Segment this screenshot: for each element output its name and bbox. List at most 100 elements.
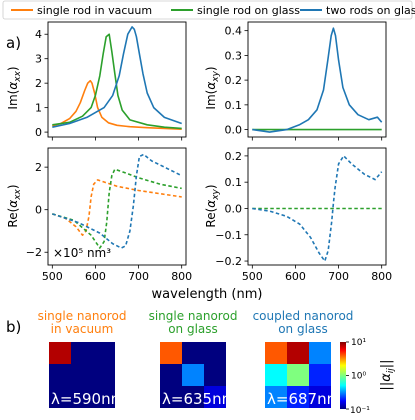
y-tick-label: 1 <box>35 102 42 115</box>
heatmap-title: in vacuum <box>51 322 114 336</box>
y-tick-label: 0.0 <box>225 124 243 137</box>
heatmap-cell <box>265 342 287 364</box>
heatmap-cell <box>309 386 331 408</box>
heatmap-cell <box>309 342 331 364</box>
heatmap-cell <box>204 342 226 364</box>
plot-re-axy: Re(αxy) 500 600 700 800 −0.2 −0.1 0.0 0.1 0.2 <box>204 147 392 283</box>
heatmap-cell <box>204 364 226 386</box>
units-annotation: ×10⁵ nm³ <box>53 246 111 260</box>
heatmap-cell <box>204 386 226 408</box>
heatmap-cell <box>93 364 115 386</box>
ylabel-re-axy: Re(αxy) <box>204 184 221 227</box>
heatmap-cell <box>93 386 115 408</box>
y-tick-label: 0 <box>35 126 42 139</box>
colorbar: 10¹ 10⁰ 10⁻¹ ||αij|| <box>340 338 396 416</box>
heatmap-cell <box>287 342 309 364</box>
heatmap-cell <box>182 342 204 364</box>
y-tick-label: 2 <box>35 161 42 174</box>
y-tick-label: 0 <box>35 204 42 217</box>
series-line <box>52 79 182 130</box>
heatmap-cell <box>160 342 182 364</box>
ylabel-im-axx: Im(αxx) <box>6 66 23 109</box>
y-tick-label: 0.1 <box>225 99 243 112</box>
legend: single rod in vacuum single rod on glass… <box>2 0 415 20</box>
y-tick-label: −0.2 <box>215 255 242 268</box>
heatmap-cell <box>71 386 93 408</box>
plot-frame <box>247 147 387 266</box>
series-line <box>52 33 182 130</box>
heatmap-cell <box>49 364 71 386</box>
heatmap-cell <box>49 342 71 364</box>
heatmap-cell <box>182 386 204 408</box>
heatmap-title: coupled nanorod <box>253 309 354 323</box>
x-axis-label: wavelength (nm) <box>152 287 263 302</box>
heatmap-cell <box>71 364 93 386</box>
y-tick-label: 0.0 <box>225 202 243 215</box>
x-tick-label: 500 <box>242 270 263 283</box>
heatmap-title: on glass <box>278 322 328 336</box>
x-tick-label: 600 <box>85 270 106 283</box>
y-tick-label: 3 <box>35 53 42 66</box>
plot-im-axy: Im(αxy) 0.0 0.1 0.2 0.3 0.4 <box>204 21 387 141</box>
heatmap-cell <box>287 386 309 408</box>
y-tick-label: 2 <box>35 77 42 90</box>
heatmap-cell <box>160 386 182 408</box>
series-line <box>52 168 182 249</box>
colorbar-tick-label: 10⁰ <box>351 372 366 382</box>
x-tick-label: 700 <box>128 270 149 283</box>
x-tick-label: 800 <box>171 270 192 283</box>
heatmap-title: on glass <box>168 322 218 336</box>
panel-label-b: b) <box>6 318 21 336</box>
y-tick-label: 0.4 <box>225 25 243 38</box>
ylabel-im-axy: Im(αxy) <box>204 66 221 109</box>
heatmap-wavelength-label: λ=590nm <box>51 390 125 408</box>
colorbar-label: ||αij|| <box>379 359 396 390</box>
colorbar-gradient <box>340 342 346 409</box>
legend-label-vacuum: single rod in vacuum <box>37 4 152 17</box>
plot-frame <box>47 21 187 138</box>
heatmap-cell <box>287 364 309 386</box>
heatmap-cell <box>309 364 331 386</box>
plot-frame <box>247 21 387 138</box>
legend-label-glass: single rod on glass <box>197 4 300 17</box>
heatmap-cell <box>160 364 182 386</box>
colorbar-tick-label: 10¹ <box>351 338 366 348</box>
heatmap-cell <box>49 386 71 408</box>
heatmap-cell <box>182 364 204 386</box>
heatmap-cell <box>71 342 93 364</box>
plot-im-axx: Im(αxx) 0 1 2 3 4 <box>6 21 187 141</box>
y-tick-label: −2 <box>26 246 42 259</box>
y-tick-label: 0.2 <box>225 74 243 87</box>
heatmap-wavelength-label: λ=687nm <box>267 390 341 408</box>
y-tick-label: 0.2 <box>225 150 243 163</box>
y-tick-label: 4 <box>35 28 42 41</box>
x-tick-label: 800 <box>371 270 392 283</box>
x-tick-label: 500 <box>42 270 63 283</box>
series-line <box>52 153 183 249</box>
panel-label-a: a) <box>6 34 21 52</box>
heatmap-title: single nanorod <box>38 309 127 323</box>
series-line <box>252 27 383 133</box>
heatmap-wavelength-label: λ=635nm <box>162 390 236 408</box>
ylabel-re-axx: Re(αxx) <box>6 184 23 227</box>
y-tick-label: −0.1 <box>215 229 242 242</box>
legend-label-two-rods: two rods on glass <box>326 4 415 17</box>
y-tick-label: 0.1 <box>225 176 243 189</box>
plot-re-axx: Re(αxx) ×10⁵ nm³ 500 600 700 800 −2 0 2 <box>6 147 192 283</box>
heatmap-cell <box>93 342 115 364</box>
y-tick-label: 0.3 <box>225 49 243 62</box>
heatmap-cell <box>265 364 287 386</box>
heatmap-title: single nanorod <box>149 309 238 323</box>
legend-box <box>2 0 413 20</box>
series-line <box>52 26 182 128</box>
colorbar-tick-label: 10⁻¹ <box>350 406 370 416</box>
x-tick-label: 700 <box>328 270 349 283</box>
heatmap-cell <box>265 386 287 408</box>
x-tick-label: 600 <box>285 270 306 283</box>
plot-frame <box>47 147 187 266</box>
series-line <box>52 179 182 236</box>
